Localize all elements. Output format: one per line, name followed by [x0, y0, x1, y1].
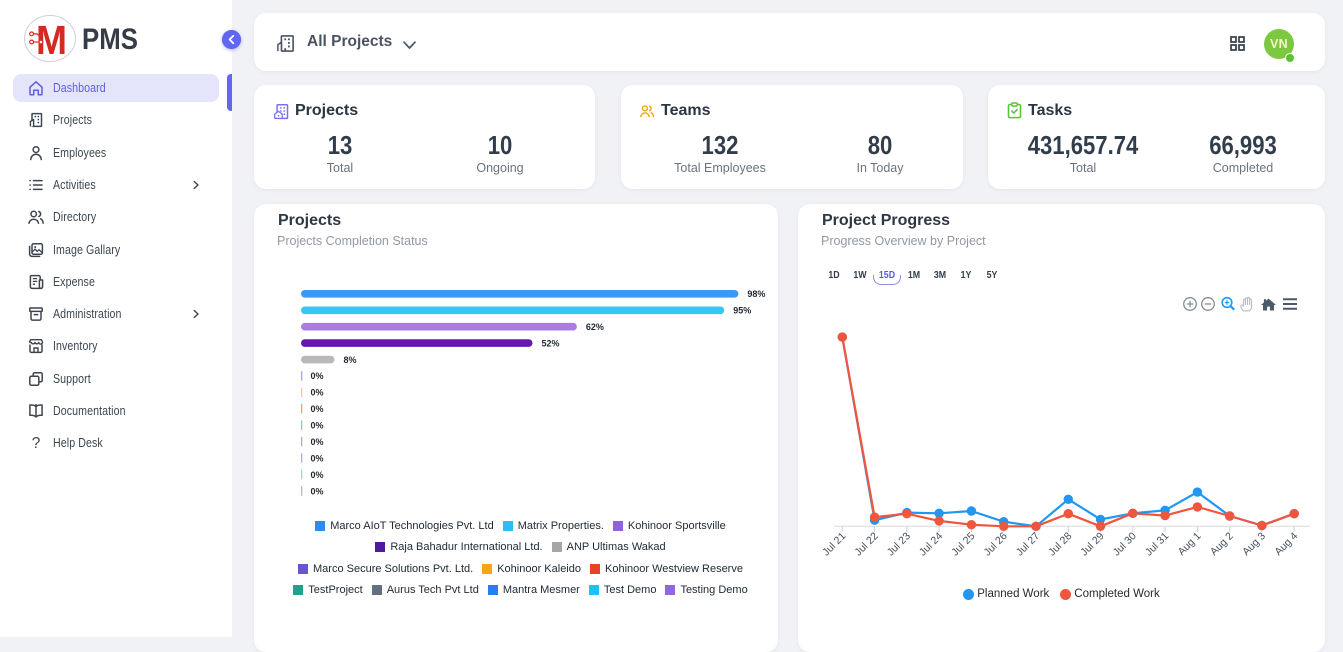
svg-text:Aug 1: Aug 1 — [1176, 530, 1204, 558]
svg-text:0%: 0% — [311, 371, 324, 381]
svg-text:Jul 31: Jul 31 — [1143, 530, 1171, 558]
svg-text:Aug 2: Aug 2 — [1208, 530, 1236, 558]
svg-text:8%: 8% — [344, 355, 357, 365]
svg-text:Jul 28: Jul 28 — [1046, 530, 1074, 558]
svg-text:0%: 0% — [311, 437, 324, 447]
svg-text:0%: 0% — [311, 454, 324, 464]
svg-text:Aug 3: Aug 3 — [1240, 530, 1268, 558]
svg-text:Jul 23: Jul 23 — [885, 530, 913, 558]
svg-text:95%: 95% — [733, 306, 751, 316]
svg-text:Jul 24: Jul 24 — [917, 530, 945, 558]
svg-text:Jul 30: Jul 30 — [1111, 530, 1139, 558]
svg-text:Jul 25: Jul 25 — [949, 530, 977, 558]
svg-text:0%: 0% — [311, 470, 324, 480]
svg-text:Jul 29: Jul 29 — [1078, 530, 1106, 558]
svg-text:Jul 27: Jul 27 — [1014, 530, 1042, 558]
svg-text:0%: 0% — [311, 388, 324, 398]
svg-text:Jul 26: Jul 26 — [982, 530, 1010, 558]
svg-text:52%: 52% — [542, 338, 560, 348]
svg-text:Jul 22: Jul 22 — [852, 530, 880, 558]
svg-text:Jul 21: Jul 21 — [820, 530, 848, 558]
svg-text:?: ? — [32, 435, 41, 452]
svg-text:0%: 0% — [311, 486, 324, 496]
svg-text:0%: 0% — [311, 421, 324, 431]
svg-text:Aug 4: Aug 4 — [1272, 530, 1300, 558]
svg-text:62%: 62% — [586, 322, 604, 332]
svg-text:0%: 0% — [311, 404, 324, 414]
svg-text:98%: 98% — [747, 289, 765, 299]
